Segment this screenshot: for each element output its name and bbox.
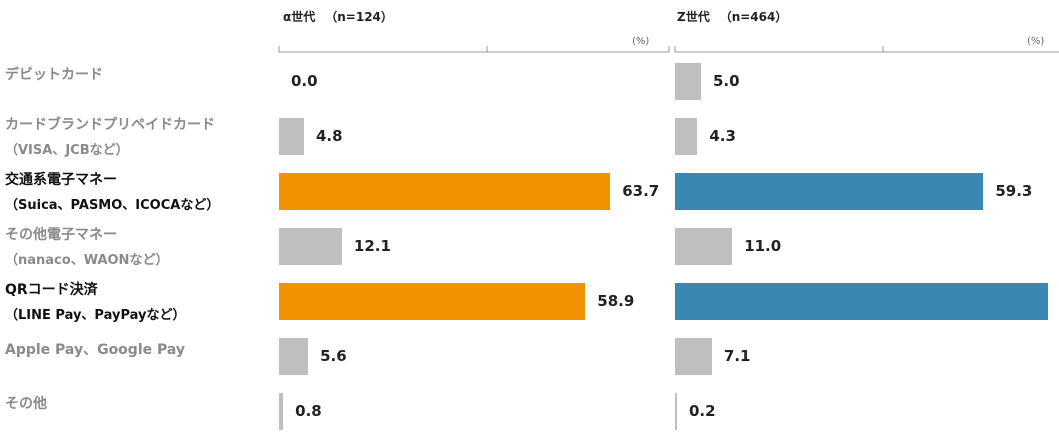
category-sublabel: （Suica、PASMO、ICOCAなど） [5, 198, 220, 213]
bar-alpha [279, 173, 611, 210]
bar-alpha [279, 228, 342, 265]
value-label: 4.3 [709, 127, 736, 145]
bar-z [675, 173, 984, 210]
category-label: その他 [5, 391, 47, 417]
panel-title-z: Z世代 （n=464） [677, 8, 787, 25]
bar-alpha [279, 338, 309, 375]
value-label: 5.6 [320, 347, 347, 365]
bar-z [675, 393, 677, 430]
category-label: デビットカード [5, 62, 103, 88]
value-label: 7.1 [723, 347, 751, 365]
category-label-text: その他 [5, 396, 47, 412]
bar-z [675, 118, 698, 155]
panel-title-z-n: （n=464） [719, 10, 788, 24]
value-label: 11.0 [744, 237, 782, 255]
category-label-text: カードブランドプリペイドカード [5, 117, 215, 133]
panel-title-alpha-n: （n=124） [325, 10, 393, 24]
panel-title-alpha: α世代 （n=124） [283, 8, 393, 25]
category-label-text: QRコード決済 [5, 282, 98, 298]
value-label: 12.1 [353, 237, 391, 255]
value-label: 0.8 [295, 402, 322, 420]
category-label: カードブランドプリペイドカード （VISA、JCBなど） [5, 112, 215, 164]
panel-title-z-label: Z世代 [677, 10, 710, 24]
category-label-text: デビットカード [5, 67, 103, 83]
value-label: 58.9 [597, 292, 635, 310]
bar-alpha [279, 393, 284, 430]
panel-title-alpha-label: α世代 [283, 10, 316, 24]
category-label-text: Apple Pay、Google Pay [5, 342, 186, 358]
bar-alpha [279, 118, 304, 155]
value-label: 63.7 [622, 182, 660, 200]
bar-alpha [279, 63, 281, 100]
value-label: 0.0 [291, 72, 318, 90]
bar-z [675, 63, 701, 100]
bar-z [675, 338, 712, 375]
category-label: その他電子マネー （nanaco、WAONなど） [5, 222, 168, 274]
category-label: Apple Pay、Google Pay [5, 337, 185, 363]
bar-z [675, 228, 733, 265]
category-label: QRコード決済 （LINE Pay、PayPayなど） [5, 277, 185, 329]
value-label: 0.2 [689, 402, 716, 420]
category-label-text: その他電子マネー [5, 227, 117, 243]
category-sublabel: （nanaco、WAONなど） [5, 253, 169, 268]
category-sublabel: （LINE Pay、PayPayなど） [5, 308, 186, 323]
value-label: 4.8 [315, 127, 343, 145]
unit-label-z: (%) [1027, 36, 1045, 47]
category-label-text: 交通系電子マネー [5, 172, 117, 188]
unit-label-alpha: (%) [632, 36, 650, 47]
category-label: 交通系電子マネー （Suica、PASMO、ICOCAなど） [5, 167, 219, 219]
value-label: 59.3 [995, 182, 1033, 200]
bar-alpha [279, 283, 586, 320]
value-label: 5.0 [713, 72, 740, 90]
bar-z [675, 283, 1049, 320]
category-sublabel: （VISA、JCBなど） [5, 143, 129, 158]
